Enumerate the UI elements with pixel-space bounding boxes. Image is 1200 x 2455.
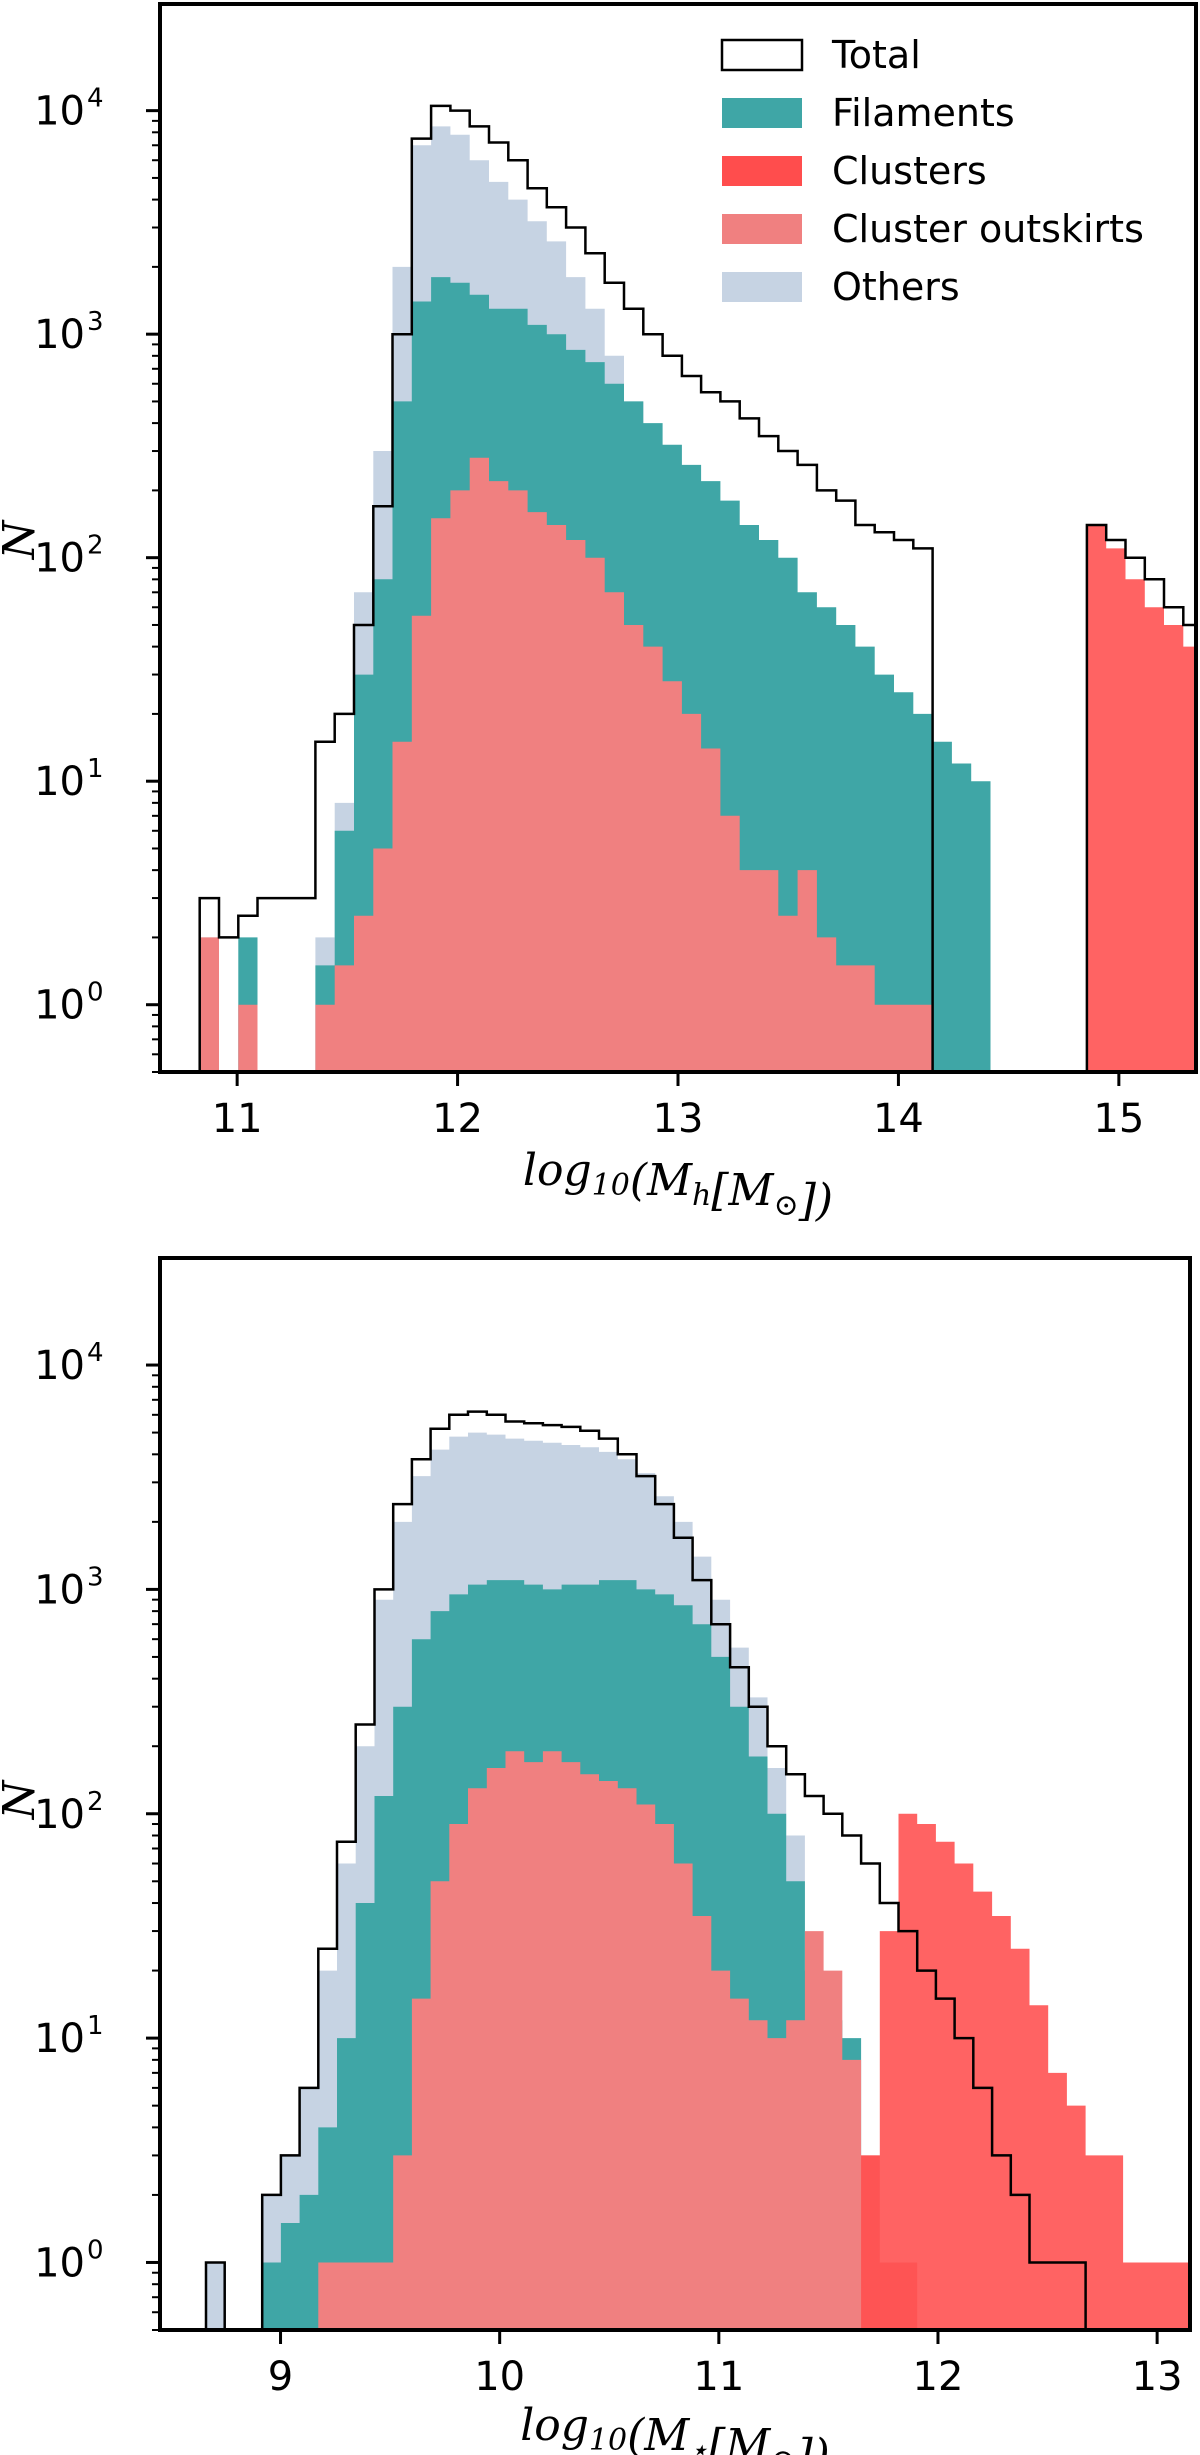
legend-item-clusters: Clusters (722, 149, 987, 193)
x-tick-label: 12 (432, 1096, 483, 1142)
legend-label: Total (831, 33, 921, 77)
histogram-panel-1: 1112131415100101102103104Nlog10(Mh[M⊙]) (0, 2, 1198, 1226)
x-tick-label: 13 (653, 1096, 704, 1142)
y-tick-label: 10 (34, 2016, 85, 2062)
y-tick-exponent: 1 (87, 2011, 104, 2041)
y-tick-exponent: 3 (87, 1562, 104, 1592)
series-outskirts (318, 1751, 918, 2330)
y-tick-label: 10 (34, 1343, 85, 1389)
legend-swatch (722, 156, 802, 186)
y-tick-exponent: 2 (87, 1787, 104, 1817)
x-tick-label: 10 (474, 2354, 525, 2400)
series-total-outline (204, 1410, 1087, 2330)
y-tick-exponent: 4 (87, 1338, 104, 1368)
y-tick-exponent: 0 (87, 978, 104, 1008)
legend-swatch (722, 98, 802, 128)
legend: Total Filaments Clusters Cluster outskirts O… (720, 33, 1144, 309)
series-outskirts (199, 457, 933, 1072)
x-axis-label: log10(Mh[M⊙]) (523, 1145, 833, 1226)
x-tick-label: 14 (873, 1096, 924, 1142)
series-clusters (1086, 525, 1196, 1072)
legend-item-filaments: Filaments (722, 91, 1015, 135)
x-tick-label: 15 (1093, 1096, 1144, 1142)
legend-label: Others (832, 265, 960, 309)
legend-swatch (722, 214, 802, 244)
y-tick-label: 10 (34, 89, 85, 135)
y-tick-exponent: 2 (87, 531, 104, 561)
y-tick-label: 10 (34, 1792, 85, 1838)
y-tick-label: 10 (34, 2240, 85, 2286)
legend-label: Clusters (832, 149, 987, 193)
y-axis-label: N (0, 519, 45, 560)
y-tick-exponent: 4 (87, 84, 104, 114)
y-tick-label: 10 (34, 759, 85, 805)
plot-area (204, 1410, 1190, 2330)
axes-frame (158, 1256, 1192, 2332)
y-tick-exponent: 1 (87, 754, 104, 784)
x-tick-label: 11 (693, 2354, 744, 2400)
y-tick-label: 10 (34, 1567, 85, 1613)
y-tick-label: 10 (34, 536, 85, 582)
x-axis-label: log10(M⋆[M⊙]) (520, 2400, 830, 2455)
legend-item-total: Total (720, 33, 921, 77)
histogram-panel-2: 910111213100101102103104Nlog10(M⋆[M⊙]) (0, 1256, 1192, 2455)
y-tick-exponent: 0 (87, 2235, 104, 2265)
series-total-outline (198, 104, 1196, 1072)
plot-area (198, 104, 1196, 1072)
legend-label: Filaments (832, 91, 1015, 135)
x-tick-label: 13 (1132, 2354, 1183, 2400)
x-tick-label: 11 (212, 1096, 263, 1142)
legend-swatch (720, 38, 804, 72)
legend-swatch (722, 272, 802, 302)
y-tick-label: 10 (34, 983, 85, 1029)
x-tick-label: 9 (268, 2354, 293, 2400)
legend-item-outskirts: Cluster outskirts (722, 207, 1144, 251)
y-tick-exponent: 3 (87, 307, 104, 337)
x-tick-label: 12 (913, 2354, 964, 2400)
legend-item-others: Others (722, 265, 960, 309)
y-axis-label: N (0, 1779, 45, 1820)
legend-label: Cluster outskirts (832, 207, 1144, 251)
y-tick-label: 10 (34, 312, 85, 358)
series-clusters (861, 1813, 1190, 2330)
